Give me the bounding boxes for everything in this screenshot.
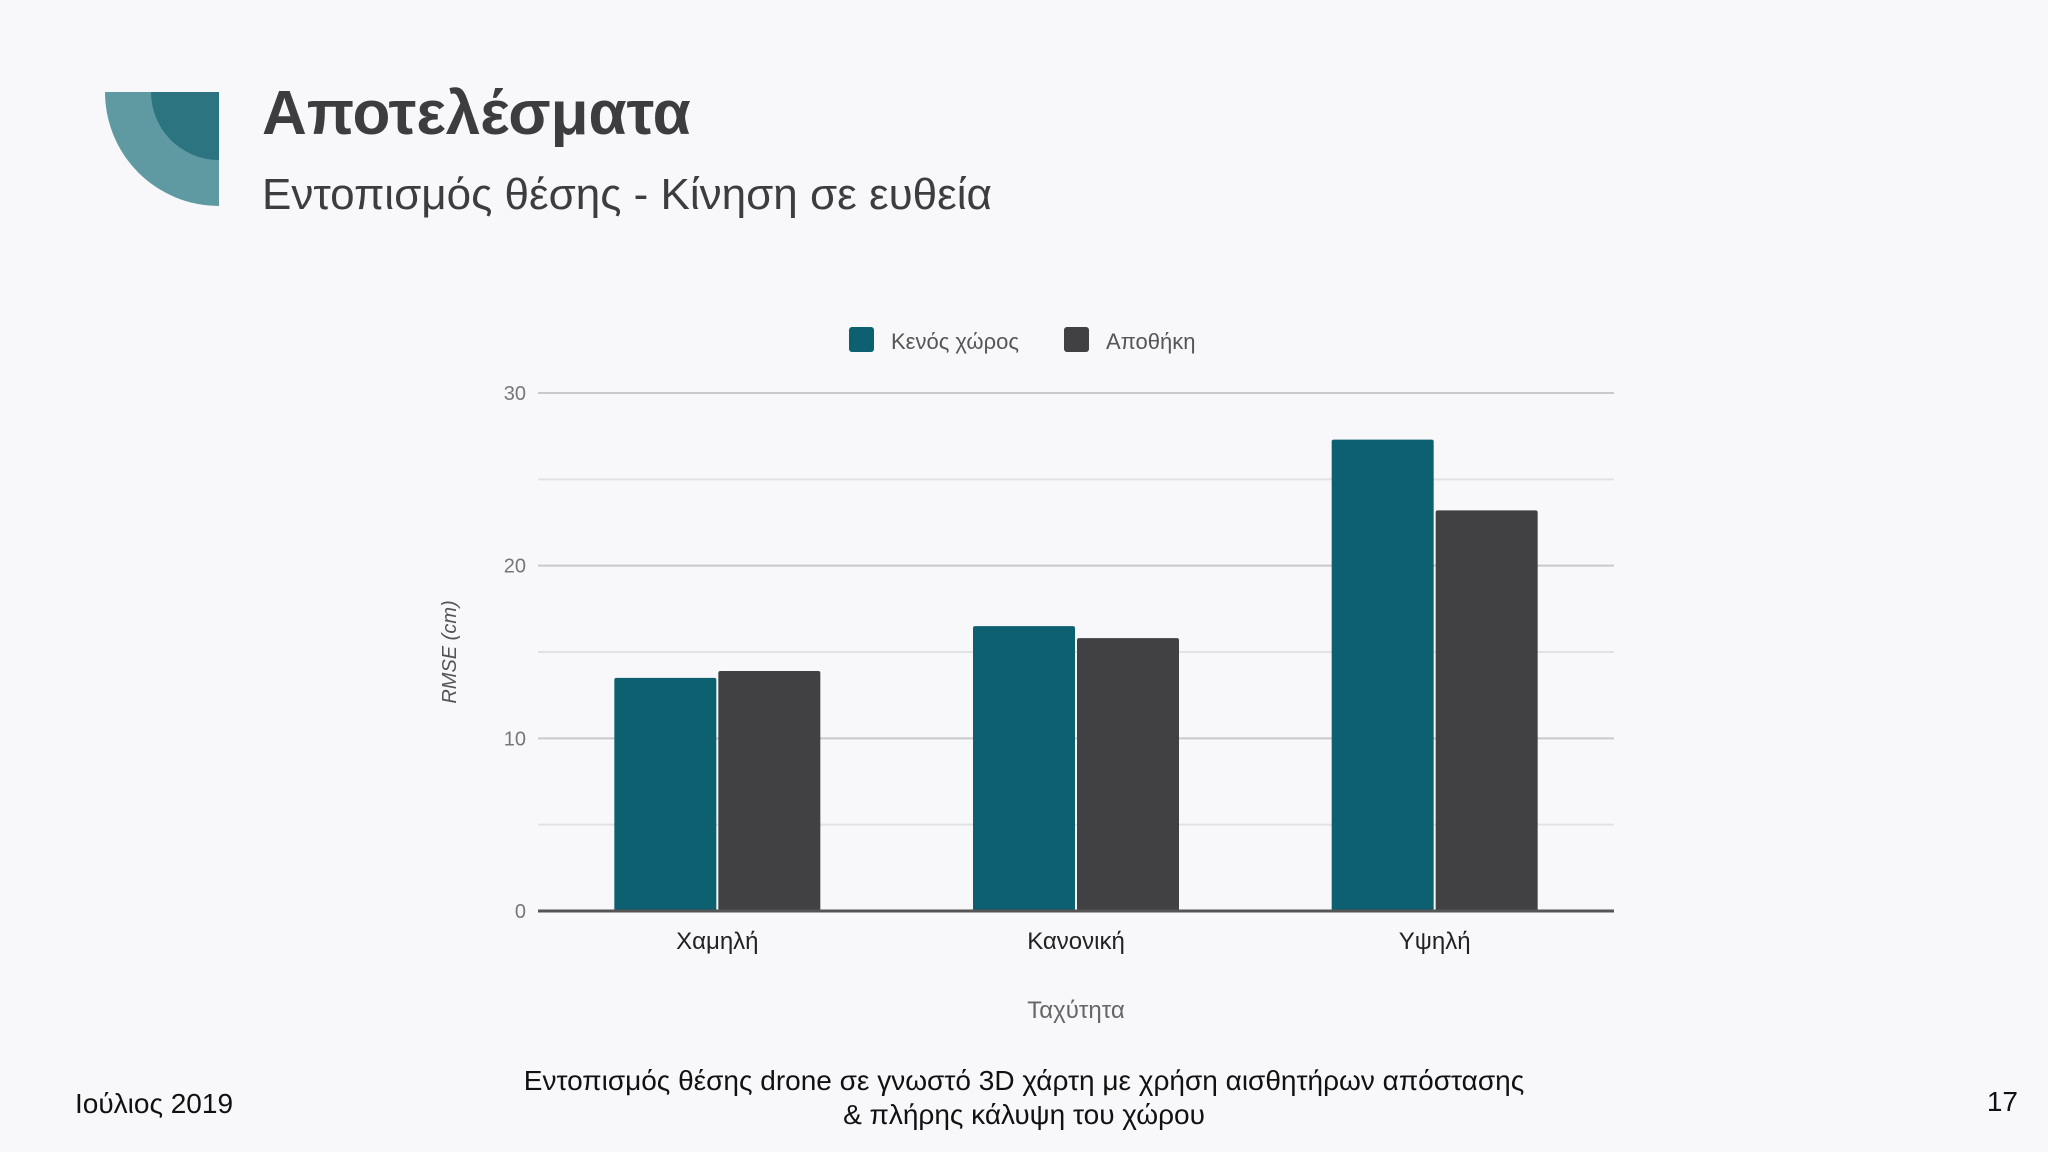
x-tick-label: Χαμηλή <box>676 928 758 955</box>
bar-kenos-xoros <box>614 677 717 911</box>
x-tick-label: Υψηλή <box>1399 928 1471 955</box>
bar-apothiki <box>1435 510 1538 911</box>
footer-caption-line-2: & πλήρης κάλυψη του χώρου <box>843 1099 1205 1130</box>
bar-apothiki <box>718 670 821 911</box>
y-axis-title: RMSE (cm) <box>439 600 461 703</box>
page-title: Αποτελέσματα <box>262 79 691 148</box>
footer-caption-line-1: Εντοπισμός θέσης drone σε γνωστό 3D χάρτ… <box>523 1065 1525 1096</box>
page-number: 17 <box>1986 1086 2018 1117</box>
x-axis-title: Ταχύτητα <box>1027 997 1125 1024</box>
bar-apothiki <box>1077 638 1179 911</box>
logo-quarter-circle-icon <box>105 92 219 206</box>
y-tick-label: 0 <box>515 901 526 923</box>
legend-swatch-apothiki <box>1064 327 1089 352</box>
x-tick-label: Κανονική <box>1027 928 1125 955</box>
page-subtitle: Εντοπισμός θέσης - Κίνηση σε ευθεία <box>262 170 992 219</box>
legend-swatch-kenos-xoros <box>849 327 874 352</box>
y-tick-label: 10 <box>504 728 526 750</box>
legend-label: Αποθήκη <box>1106 329 1195 354</box>
y-tick-label: 20 <box>504 556 526 578</box>
y-tick-label: 30 <box>504 383 526 405</box>
bar-kenos-xoros <box>973 626 1075 911</box>
footer-date: Ιούλιος 2019 <box>75 1088 234 1119</box>
bar-kenos-xoros <box>1331 439 1434 911</box>
footer-caption: Εντοπισμός θέσης drone σε γνωστό 3D χάρτ… <box>424 1064 1624 1132</box>
legend-label: Κενός χώρος <box>891 329 1019 354</box>
